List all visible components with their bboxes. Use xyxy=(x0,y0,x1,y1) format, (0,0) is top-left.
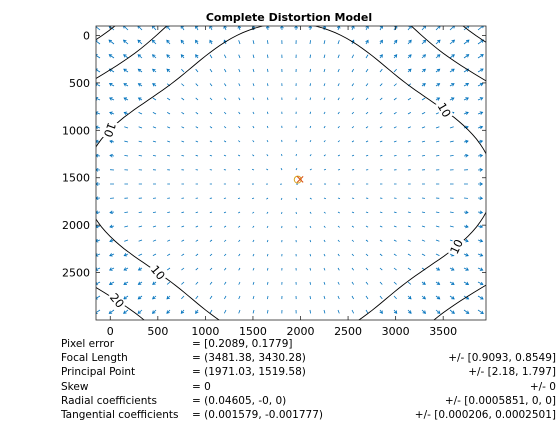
distortion-arrow xyxy=(267,40,268,44)
distortion-arrow xyxy=(267,69,268,72)
y-tick-label: 1500 xyxy=(62,172,90,185)
chart-title: Complete Distortion Model xyxy=(206,11,372,24)
distortion-arrow xyxy=(310,310,311,313)
param-label: Focal Length xyxy=(61,351,128,365)
param-row-radial-coefficients: Radial coefficients = (0.04605, -0, 0) +… xyxy=(61,394,556,408)
distortion-arrow xyxy=(281,154,282,156)
param-label: Pixel error xyxy=(61,337,114,351)
y-tick-label: 2000 xyxy=(62,219,90,232)
distortion-arrow xyxy=(310,55,311,58)
param-error: +/- [0.0005851, 0, 0] xyxy=(445,394,556,408)
y-tick-label: 0 xyxy=(83,29,90,42)
param-row-focal-length: Focal Length = (3481.38, 3430.28) +/- [0… xyxy=(61,351,556,365)
param-value: = (3481.38, 3430.28) xyxy=(192,351,306,365)
y-tick-label: 2500 xyxy=(62,267,90,280)
distortion-arrow xyxy=(296,154,297,156)
param-error: +/- [0.9093, 0.8549] xyxy=(448,351,556,365)
distortion-arrow xyxy=(238,169,240,170)
distortion-arrow xyxy=(310,40,311,44)
calibration-parameters: Pixel error = [0.2089, 0.1779] Focal Len… xyxy=(61,337,556,422)
param-value: = (0.04605, -0, 0) xyxy=(192,394,286,408)
param-row-skew: Skew = 0 +/- 0 xyxy=(61,380,556,394)
param-value: = [0.2089, 0.1779] xyxy=(192,337,292,351)
y-tick-label: 1000 xyxy=(62,124,90,137)
param-row-principal-point: Principal Point = (1971.03, 1519.58) +/-… xyxy=(61,365,556,379)
distortion-arrow xyxy=(310,282,311,285)
distortion-arrow xyxy=(310,69,311,72)
distortion-arrow xyxy=(267,282,268,285)
distortion-arrow xyxy=(310,296,311,299)
param-error: +/- [2.18, 1.797] xyxy=(468,365,556,379)
y-tick-label: 500 xyxy=(69,77,90,90)
param-row-pixel-error: Pixel error = [0.2089, 0.1779] xyxy=(61,337,556,351)
distortion-arrow xyxy=(267,310,268,313)
param-error: +/- 0 xyxy=(530,380,556,394)
param-label: Radial coefficients xyxy=(61,394,157,408)
param-label: Principal Point xyxy=(61,365,135,379)
distortion-arrow xyxy=(267,296,268,299)
distortion-arrow xyxy=(267,55,268,58)
param-value: = 0 xyxy=(192,380,211,394)
param-label: Skew xyxy=(61,380,88,394)
param-value: = (1971.03, 1519.58) xyxy=(192,365,306,379)
distortion-arrow xyxy=(338,169,340,170)
